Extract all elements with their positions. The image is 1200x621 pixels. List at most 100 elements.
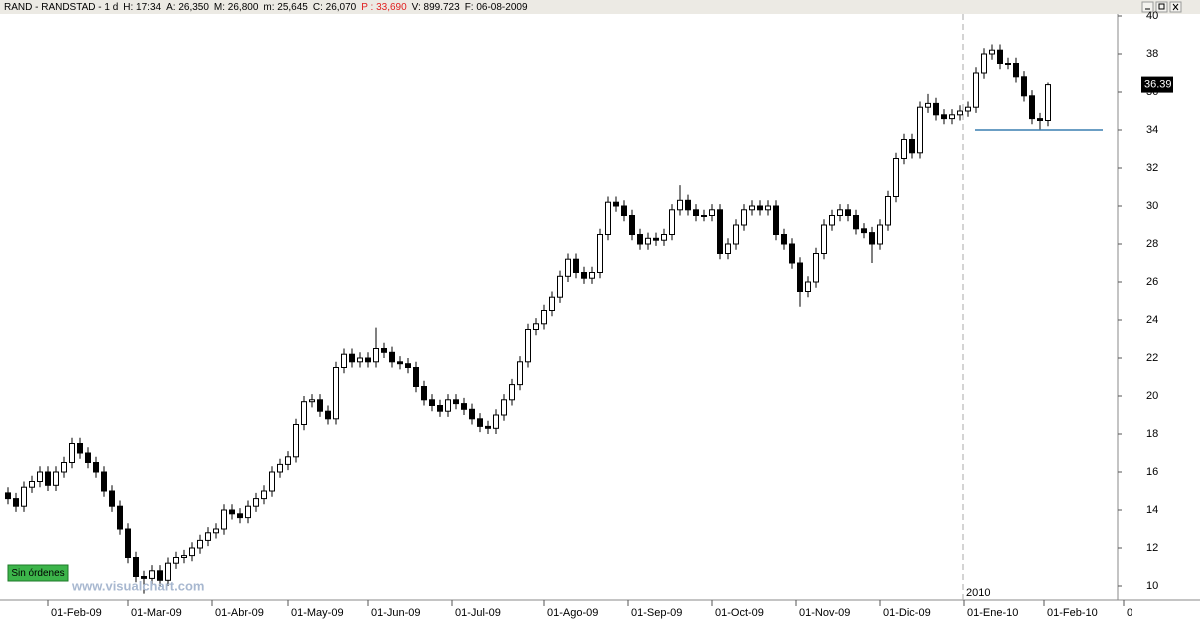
candle-body: [269, 471, 275, 492]
candle-body: [229, 509, 235, 515]
candle-body: [341, 353, 347, 369]
candle-body: [373, 348, 379, 363]
candle-body: [733, 224, 739, 245]
candle-body: [661, 234, 667, 241]
y-tick-label: 38: [1146, 48, 1158, 60]
y-tick-label: 24: [1146, 314, 1158, 326]
candle-body: [509, 384, 515, 401]
candle-body: [325, 410, 331, 420]
candle-body: [421, 386, 427, 401]
candle-body: [37, 471, 43, 482]
candle-body: [525, 329, 531, 363]
candle-body: [845, 209, 851, 217]
candle-body: [293, 424, 299, 458]
candle-body: [109, 490, 115, 507]
candle-body: [629, 215, 635, 235]
y-tick-label: 40: [1146, 10, 1158, 22]
candle-body: [893, 158, 899, 197]
header: RAND - RANDSTAD - 1 d H: 17:34 A: 26,350 M:…: [4, 2, 528, 13]
candle-body: [877, 224, 883, 245]
candle-body: [701, 215, 707, 217]
x-tick-label: 01-Ene-10: [967, 607, 1018, 619]
header-field: F: 06-08-2009: [465, 2, 528, 13]
y-tick-label: 22: [1146, 352, 1158, 364]
candle-body: [741, 209, 747, 226]
candle-body: [837, 209, 843, 217]
y-tick-label: 28: [1146, 238, 1158, 250]
candle-body: [501, 399, 507, 416]
y-tick-label: 16: [1146, 466, 1158, 478]
y-tick-label: 30: [1146, 200, 1158, 212]
candle-body: [53, 471, 59, 486]
candle-body: [429, 399, 435, 406]
candle-body: [973, 72, 979, 108]
candle-body: [589, 272, 595, 279]
candle-body: [861, 228, 867, 234]
candle-body: [181, 555, 187, 558]
candle-body: [557, 275, 563, 298]
candle-body: [221, 509, 227, 530]
header-field: V: 899.723: [412, 2, 460, 13]
candle-body: [189, 547, 195, 557]
candle-body: [261, 490, 267, 500]
year-label: 2010: [966, 587, 990, 599]
candle-body: [677, 199, 683, 211]
window-buttons[interactable]: [1141, 1, 1182, 13]
candle-body: [765, 205, 771, 211]
y-tick-label: 34: [1146, 124, 1158, 136]
candle-body: [901, 139, 907, 159]
header-field: P : 33,690: [361, 2, 407, 13]
status-button-label[interactable]: Sin órdenes: [11, 568, 64, 579]
candle-body: [797, 262, 803, 292]
candle-body: [453, 399, 459, 405]
header-field: m: 25,645: [263, 2, 308, 13]
header-field: RAND - RANDSTAD - 1 d: [4, 2, 118, 13]
candle-body: [1021, 76, 1027, 97]
candle-body: [621, 205, 627, 216]
candle-body: [333, 367, 339, 420]
candle-body: [597, 234, 603, 273]
candle-body: [77, 443, 83, 454]
candle-body: [605, 201, 611, 235]
x-tick-label: 01-Jul-09: [455, 607, 501, 619]
x-tick-label: 01-Ago-09: [547, 607, 598, 619]
candle-body: [61, 462, 67, 473]
candle-body: [381, 348, 387, 353]
candle-body: [989, 49, 995, 55]
candle-body: [317, 399, 323, 412]
candle-body: [885, 196, 891, 226]
candle-body: [565, 258, 571, 277]
candle-body: [749, 205, 755, 211]
candle-body: [125, 528, 131, 558]
x-tick-label: 01-May-09: [291, 607, 344, 619]
x-tick-label: 01-Dic-09: [883, 607, 931, 619]
candle-body: [485, 425, 491, 429]
x-tick-label: 01-Abr-09: [215, 607, 264, 619]
candle-body: [869, 232, 875, 245]
last-price-label: 36.39: [1144, 78, 1172, 90]
candle-body: [813, 253, 819, 283]
candle-body: [301, 401, 307, 426]
candle-body: [45, 471, 51, 486]
candle-body: [669, 209, 675, 236]
y-tick-label: 12: [1146, 542, 1158, 554]
candle-body: [829, 215, 835, 226]
x-tick-label: 01-Jun-09: [371, 607, 421, 619]
y-tick-label: 32: [1146, 162, 1158, 174]
candle-body: [469, 408, 475, 420]
x-tick-label: 01-Feb-09: [51, 607, 102, 619]
status-button[interactable]: [7, 564, 69, 582]
candle-body: [237, 513, 243, 519]
candle-body: [141, 576, 147, 579]
x-tick-label: 01-Nov-09: [799, 607, 850, 619]
candle-body: [13, 498, 19, 507]
candle-body: [213, 528, 219, 534]
candle-body: [69, 443, 75, 463]
candle-body: [389, 351, 395, 363]
header-field: H: 17:34: [123, 2, 161, 13]
y-tick-label: 10: [1146, 580, 1158, 592]
y-tick-label: 18: [1146, 428, 1158, 440]
candle-body: [157, 570, 163, 581]
candle-body: [285, 456, 291, 465]
